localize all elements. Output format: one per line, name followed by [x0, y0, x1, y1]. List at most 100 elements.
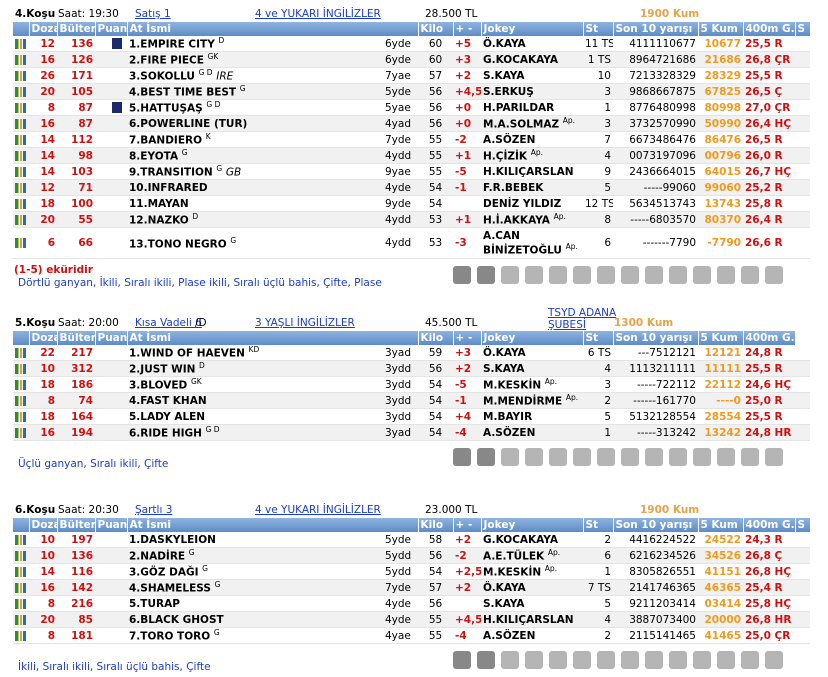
tool-icon[interactable] — [501, 448, 519, 466]
tool-icon[interactable] — [525, 651, 543, 669]
tool-icon[interactable] — [717, 448, 735, 466]
weight-change: +2,5 — [453, 563, 481, 580]
tool-icon[interactable] — [669, 651, 687, 669]
jockey-cell: G.KOCAKAYA — [481, 51, 583, 68]
tool-icon[interactable] — [573, 266, 591, 284]
weight-change-value: -1 — [455, 181, 467, 194]
tool-icon[interactable] — [501, 651, 519, 669]
tool-icon[interactable] — [741, 651, 759, 669]
tool-icon[interactable] — [645, 448, 663, 466]
age: 4yae — [383, 627, 418, 644]
jockey: M.BAYIR — [483, 410, 533, 423]
tool-icon[interactable] — [765, 651, 783, 669]
tool-icon[interactable] — [645, 266, 663, 284]
horse-row: 16 142 4.SHAMELESS G 7yde 57 +2 Ö.KAYA 7 TS 2141… — [13, 579, 810, 596]
horse-row: 14 98 8.EYOTA G 4ydd 55 +1 H.ÇİZİK Ap. 4 0073197… — [13, 147, 810, 164]
kum-5: 11111 — [698, 360, 743, 377]
horse-cell: 6.BLACK GHOST — [127, 611, 383, 628]
tool-icon[interactable] — [765, 448, 783, 466]
dozaj: 6 — [29, 227, 57, 259]
last-400m: 25,5 R — [743, 67, 795, 84]
condition-link[interactable]: Kısa Vadeli 6 — [135, 317, 202, 329]
horse-cell: 4.FAST KHAN — [127, 392, 383, 409]
dozaj: 18 — [29, 376, 57, 393]
tool-icon[interactable] — [525, 448, 543, 466]
kilo: 60 — [418, 36, 453, 52]
tool-icon[interactable] — [765, 266, 783, 284]
tool-icon[interactable] — [693, 448, 711, 466]
apprentice: Ap. — [565, 393, 579, 403]
puan-cell — [95, 99, 127, 116]
horse-tag: G D — [205, 425, 220, 435]
jockey: Ö.KAYA — [483, 37, 526, 50]
horse-tag: G D — [198, 68, 213, 78]
horse-tag: G — [202, 564, 208, 574]
tool-icon[interactable] — [621, 651, 639, 669]
tool-icon[interactable] — [741, 266, 759, 284]
tool-icon[interactable] — [477, 266, 495, 284]
column-header: Son 10 yarışı — [613, 22, 699, 36]
column-header: At İsmi — [127, 518, 419, 532]
condition-link[interactable]: Satış 1 — [135, 8, 171, 20]
kum-5: 12121 — [698, 345, 743, 361]
start: 7 — [583, 131, 613, 148]
horse-row: 22 217 1.WIND OF HAEVEN KD 3yad 59 +3 Ö.KAYA 6 … — [13, 345, 810, 361]
horse-tag: K — [205, 132, 211, 142]
bulten: 126 — [57, 51, 95, 68]
tool-icon[interactable] — [549, 448, 567, 466]
start: 8 — [583, 211, 613, 228]
tool-icon[interactable] — [645, 651, 663, 669]
tool-icon[interactable] — [477, 448, 495, 466]
bulten: 194 — [57, 424, 95, 441]
horse-cell: 1.DASKYLEION — [127, 532, 383, 548]
horse-name: 5.HATTUŞAŞ — [129, 102, 203, 115]
last-10: -----99060 — [613, 179, 698, 196]
tool-icon[interactable] — [621, 266, 639, 284]
tool-icon[interactable] — [549, 651, 567, 669]
kum-5: -7790 — [698, 227, 743, 259]
stats-icon — [15, 102, 26, 113]
tool-icon[interactable] — [669, 266, 687, 284]
kum-5: 80370 — [698, 211, 743, 228]
tool-icon[interactable] — [453, 266, 471, 284]
group-link[interactable]: 4 ve YUKARI İNGİLİZLER — [255, 8, 381, 20]
last-10: 6673486476 — [613, 131, 698, 148]
start: 1 — [583, 563, 613, 580]
stats-icon-cell — [13, 131, 29, 148]
weight-change-value: +1 — [455, 149, 472, 162]
condition-link[interactable]: Şartlı 3 — [135, 504, 173, 516]
column-header: Kilo — [418, 331, 454, 345]
jockey-cell: F.R.BEBEK — [481, 179, 583, 196]
tool-icon[interactable] — [549, 266, 567, 284]
tool-icon[interactable] — [621, 448, 639, 466]
age: 4ydd — [383, 211, 418, 228]
jockey-cell: S.KAYA — [481, 595, 583, 612]
age: 7yae — [383, 67, 418, 84]
dozaj: 20 — [29, 83, 57, 100]
tool-icon[interactable] — [717, 266, 735, 284]
apprentice: Ap. — [562, 116, 576, 126]
group-link[interactable]: 3 YAŞLI İNGİLİZLER — [255, 317, 355, 329]
tool-icon[interactable] — [477, 651, 495, 669]
tool-icon[interactable] — [453, 448, 471, 466]
kilo: 56 — [418, 547, 453, 564]
group-link[interactable]: 4 ve YUKARI İNGİLİZLER — [255, 504, 381, 516]
weight-change: +4,5 — [453, 611, 481, 628]
weight-change: -1 — [453, 392, 481, 409]
tool-icon[interactable] — [453, 651, 471, 669]
tool-icon[interactable] — [501, 266, 519, 284]
tool-icon[interactable] — [693, 266, 711, 284]
tool-icon[interactable] — [573, 448, 591, 466]
tool-icon[interactable] — [669, 448, 687, 466]
horse-name: 3.SOKOLLU — [129, 70, 195, 83]
sponsor-link[interactable]: TSYD ADANA ŞUBESİ — [548, 307, 617, 331]
tool-icon[interactable] — [597, 266, 615, 284]
tool-icon[interactable] — [525, 266, 543, 284]
tool-icon[interactable] — [573, 651, 591, 669]
tool-icon[interactable] — [717, 651, 735, 669]
tool-icon[interactable] — [693, 651, 711, 669]
tool-icon[interactable] — [597, 651, 615, 669]
tool-icon[interactable] — [741, 448, 759, 466]
tool-icon[interactable] — [597, 448, 615, 466]
